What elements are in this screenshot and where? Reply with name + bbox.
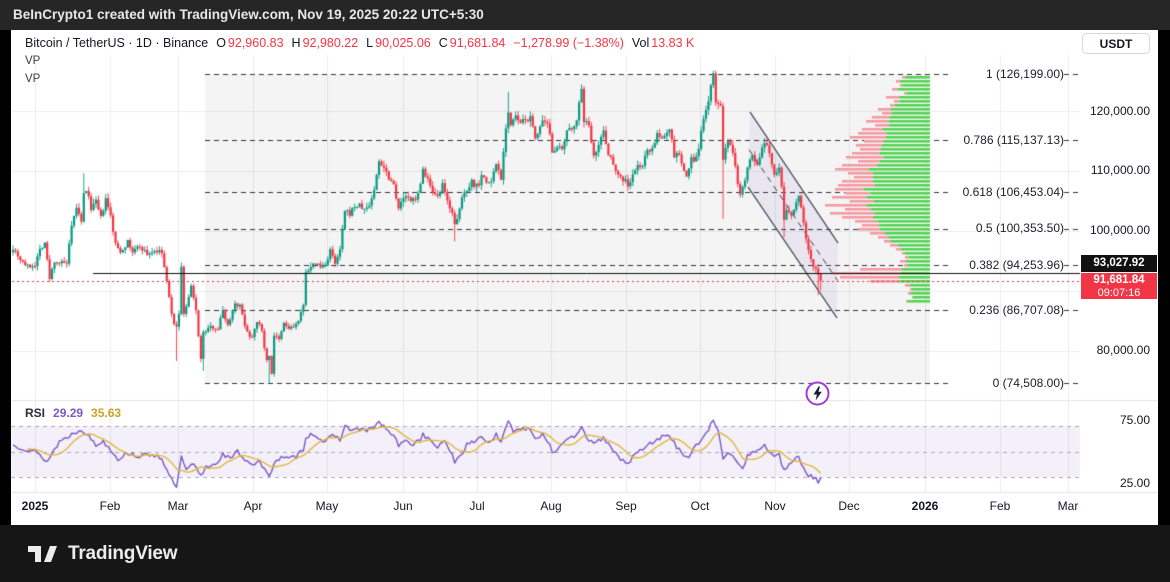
fib-label-0.5[interactable]: 0.5 (100,353.50) [975, 221, 1064, 236]
time-label-mar: Mar [1057, 499, 1079, 513]
tradingview-logo-icon [28, 545, 57, 562]
quote-h: H 92,980.22 [292, 36, 359, 50]
quote-value: 91,681.84 [449, 36, 506, 50]
time-label-aug: Aug [540, 499, 562, 513]
quote-label: H [291, 36, 301, 50]
fib-label-1[interactable]: 1 (126,199.00) [985, 66, 1064, 81]
quote-label: C [438, 36, 448, 50]
fib-label-0[interactable]: 0 (74,508.00) [992, 375, 1064, 390]
time-label-feb: Feb [989, 499, 1011, 513]
candle-countdown: 09:07:16 [1097, 286, 1141, 299]
quote-label: L [366, 36, 374, 50]
last-price-value: 91,681.84 [1093, 273, 1145, 286]
time-label-dec: Dec [838, 499, 860, 513]
brand-bar: TradingView [0, 525, 1170, 582]
volume-value: 13.83 K [651, 36, 695, 50]
time-label-jun: Jun [393, 499, 413, 513]
time-label-jul: Jul [469, 499, 485, 513]
time-label-nov: Nov [764, 499, 786, 513]
ohlc-values: O 92,960.83 H 92,980.22 L 90,025.06 C 91,681.84 [216, 36, 505, 50]
quote-value: 92,980.22 [302, 36, 359, 50]
fib-label-0.786[interactable]: 0.786 (115,137.13) [963, 132, 1064, 147]
time-label-mar: Mar [167, 499, 189, 513]
time-label-may: May [315, 499, 339, 513]
last-price-badge: 91,681.84 09:07:16 [1081, 272, 1157, 299]
fib-label-0.236[interactable]: 0.236 (86,707.08) [969, 302, 1064, 317]
quote-l: L 90,025.06 [366, 36, 431, 50]
quote-o: O 92,960.83 [216, 36, 283, 50]
quote-value: 90,025.06 [375, 36, 431, 50]
quote-value: 92,960.83 [227, 36, 284, 50]
indicator-label-vp-2[interactable]: VP [25, 73, 41, 85]
rsi-legend[interactable]: RSI 29.29 35.63 [25, 406, 121, 420]
currency-toggle-button[interactable]: USDT [1082, 33, 1150, 54]
brand-name: TradingView [68, 542, 178, 564]
rsi-label: RSI [25, 406, 46, 420]
time-label-2026: 2026 [911, 499, 939, 513]
rsi-value: 29.29 [53, 406, 84, 420]
symbol-title: Bitcoin / TetherUS · 1D · Binance [25, 36, 209, 50]
brand-logo[interactable]: TradingView [28, 541, 178, 567]
fib-label-0.618[interactable]: 0.618 (106,453.04) [962, 184, 1064, 199]
price-tick-120000: 120,000.00 [1089, 103, 1150, 118]
quote-label: O [216, 36, 226, 50]
rsi-tick-25: 25.00 [1119, 475, 1150, 490]
rsi-tick-75: 75.00 [1119, 412, 1150, 427]
time-label-apr: Apr [243, 499, 263, 513]
price-tick-100000: 100,000.00 [1089, 223, 1150, 238]
price-tick-80000: 80,000.00 [1096, 343, 1150, 358]
flash-event-icon[interactable] [804, 380, 831, 407]
time-label-oct: Oct [690, 499, 710, 513]
ray-price-badge: 93,027.92 [1081, 255, 1157, 272]
time-label-2025: 2025 [21, 499, 49, 513]
quote-c: C 91,681.84 [439, 36, 506, 50]
time-label-feb: Feb [99, 499, 121, 513]
change-value: −1,278.99 (−1.38%) [513, 36, 624, 50]
rsi-ma-value: 35.63 [91, 406, 122, 420]
fib-label-0.382[interactable]: 0.382 (94,253.96) [969, 257, 1064, 272]
volume-label: Vol [631, 36, 650, 50]
chart-legend[interactable]: Bitcoin / TetherUS · 1D · Binance O 92,96… [25, 36, 694, 50]
price-tick-110000: 110,000.00 [1090, 163, 1150, 178]
indicator-label-vp-1[interactable]: VP [25, 55, 41, 67]
time-label-sep: Sep [615, 499, 637, 513]
